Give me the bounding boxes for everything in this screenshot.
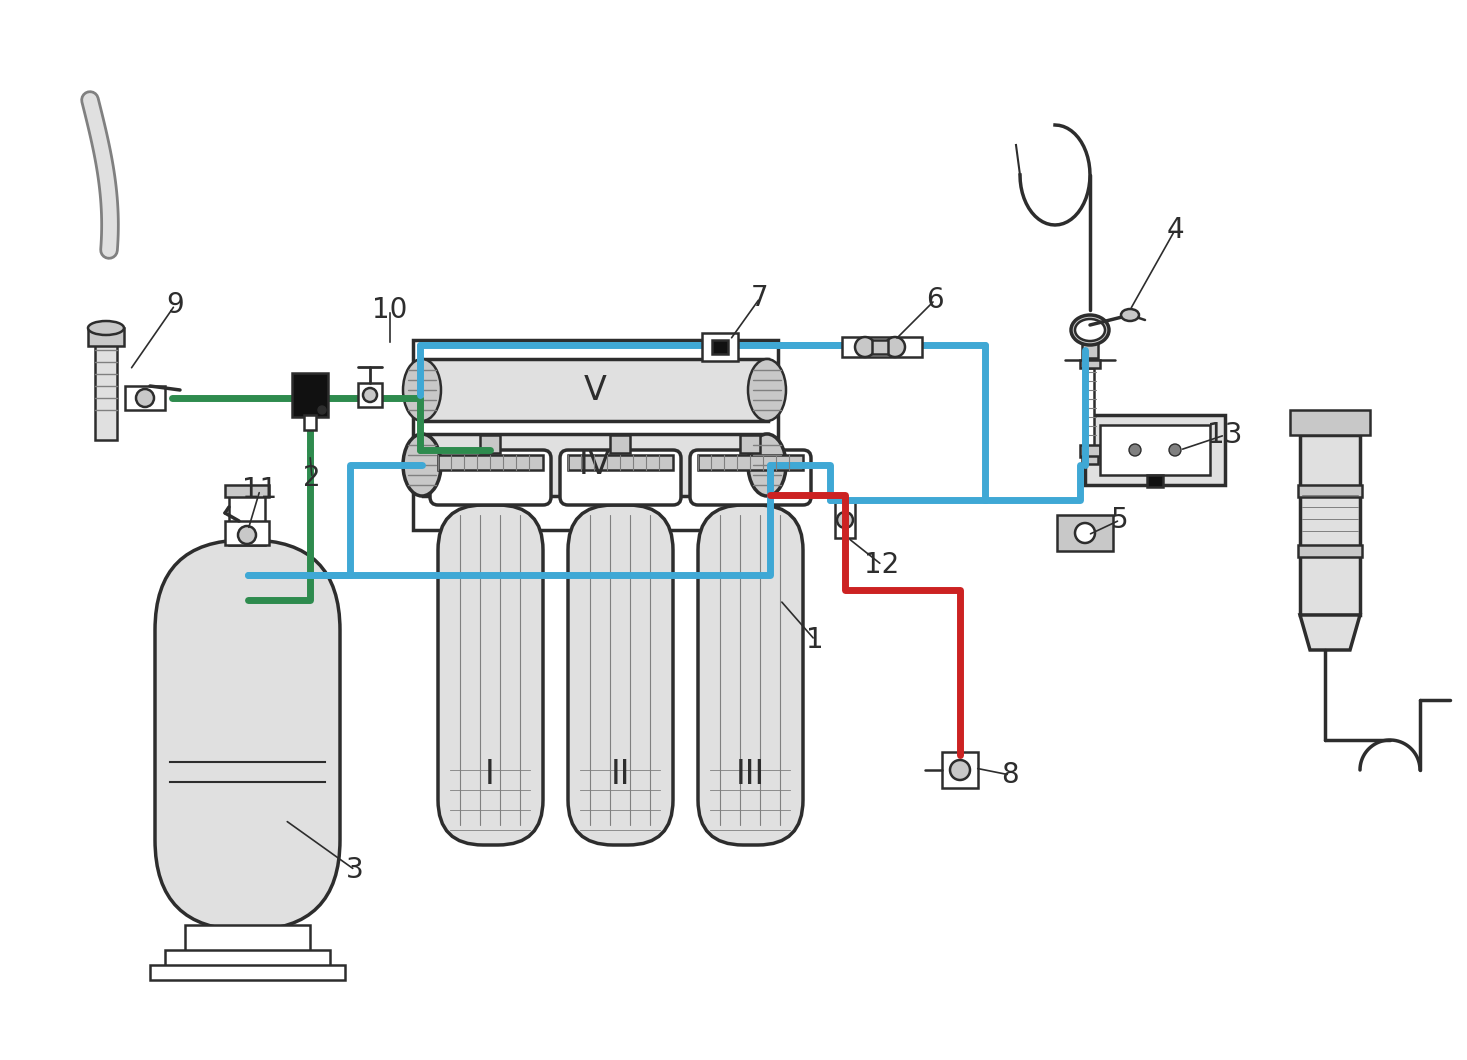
Bar	[1289, 410, 1370, 435]
Bar	[164, 950, 330, 968]
Circle shape	[951, 760, 970, 780]
Circle shape	[1075, 523, 1094, 543]
Text: 1: 1	[807, 626, 824, 654]
Bar	[711, 340, 728, 354]
Bar	[150, 965, 345, 980]
Bar	[568, 455, 673, 470]
Text: 4: 4	[1166, 216, 1184, 244]
Bar	[414, 340, 778, 530]
Bar	[224, 522, 268, 545]
Text: 9: 9	[166, 292, 183, 319]
Bar	[1083, 456, 1097, 464]
Bar	[229, 490, 266, 545]
FancyBboxPatch shape	[430, 450, 552, 505]
Text: 7: 7	[751, 284, 769, 312]
Polygon shape	[1300, 615, 1360, 650]
FancyBboxPatch shape	[698, 505, 802, 845]
Text: IV: IV	[578, 448, 612, 481]
Bar	[698, 455, 802, 470]
Bar	[739, 435, 760, 453]
Circle shape	[238, 526, 257, 544]
FancyBboxPatch shape	[560, 450, 681, 505]
Ellipse shape	[403, 359, 442, 421]
Text: II: II	[610, 759, 629, 792]
Circle shape	[362, 388, 377, 402]
Bar	[224, 485, 268, 497]
Text: 2: 2	[304, 464, 321, 492]
Bar	[942, 752, 978, 788]
Text: 6: 6	[926, 286, 943, 314]
Circle shape	[136, 389, 154, 407]
Ellipse shape	[88, 321, 125, 335]
Ellipse shape	[1075, 319, 1105, 341]
Bar	[1086, 368, 1094, 448]
Ellipse shape	[1071, 315, 1109, 344]
Bar	[88, 328, 125, 346]
Ellipse shape	[403, 434, 442, 496]
Circle shape	[1169, 444, 1181, 456]
Text: 12: 12	[864, 551, 899, 579]
Bar	[292, 373, 329, 417]
Bar	[95, 340, 117, 440]
Bar	[1298, 485, 1361, 497]
Circle shape	[838, 512, 852, 528]
FancyBboxPatch shape	[156, 540, 340, 930]
Bar	[439, 455, 543, 470]
Circle shape	[885, 337, 905, 357]
Bar	[125, 386, 164, 410]
Bar	[304, 416, 315, 430]
Ellipse shape	[748, 434, 786, 496]
Text: I: I	[486, 759, 494, 792]
Bar	[703, 333, 738, 361]
Bar	[1083, 340, 1097, 358]
Text: 13: 13	[1207, 421, 1243, 449]
Text: 11: 11	[242, 476, 277, 503]
Bar	[1298, 545, 1361, 556]
Ellipse shape	[1121, 310, 1138, 321]
Text: 8: 8	[1000, 761, 1018, 789]
Text: III: III	[735, 759, 764, 792]
FancyBboxPatch shape	[568, 505, 673, 845]
FancyBboxPatch shape	[439, 505, 543, 845]
Text: V: V	[584, 373, 606, 406]
Text: 5: 5	[1111, 506, 1128, 534]
Bar	[1300, 435, 1360, 615]
Bar	[1058, 515, 1113, 551]
Bar	[422, 359, 769, 421]
Bar	[610, 435, 629, 453]
Bar	[871, 340, 888, 354]
Circle shape	[1130, 444, 1141, 456]
FancyBboxPatch shape	[689, 450, 811, 505]
Bar	[422, 434, 769, 496]
Bar	[1086, 416, 1225, 485]
Circle shape	[318, 406, 326, 414]
Bar	[358, 383, 381, 407]
Text: 3: 3	[346, 856, 364, 884]
Bar	[842, 337, 921, 357]
Bar	[480, 435, 500, 453]
Ellipse shape	[748, 359, 786, 421]
Bar	[1080, 360, 1100, 368]
Bar	[1147, 475, 1163, 487]
Circle shape	[855, 337, 874, 357]
Bar	[1100, 425, 1210, 475]
Bar	[835, 502, 855, 538]
Bar	[1080, 445, 1100, 457]
Bar	[185, 925, 310, 953]
Text: 10: 10	[373, 296, 408, 324]
